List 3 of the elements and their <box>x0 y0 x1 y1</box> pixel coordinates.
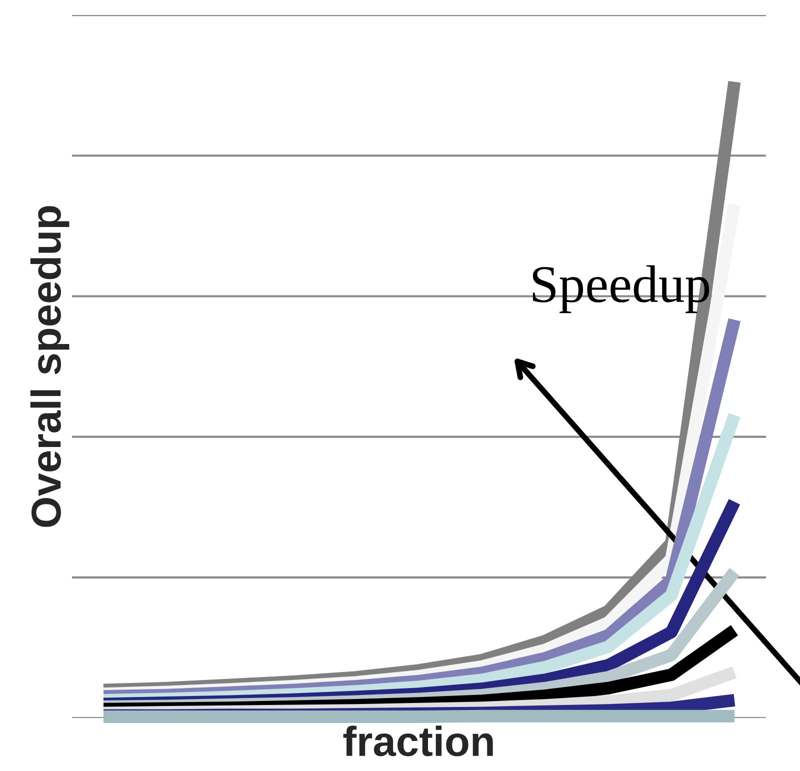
y-axis-title: Overall speedup <box>30 206 70 527</box>
x-axis-title: fraction <box>343 726 493 756</box>
annotation: Speedup <box>532 265 710 314</box>
